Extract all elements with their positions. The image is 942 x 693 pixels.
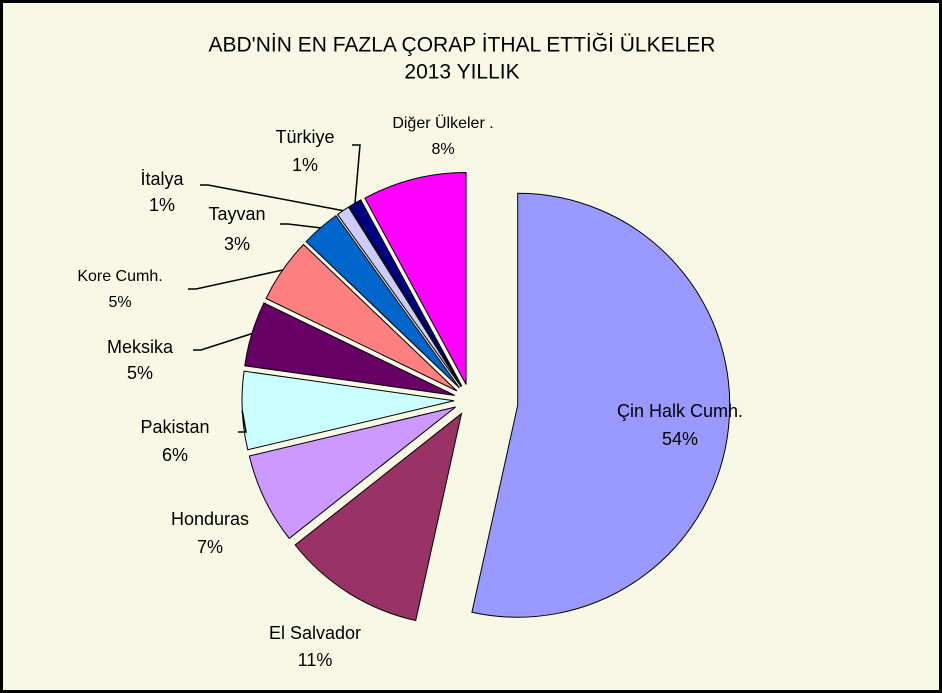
slice-value-label: 5% bbox=[127, 363, 153, 383]
chart-title: ABD'NİN EN FAZLA ÇORAP İTHAL ETTİĞİ ÜLKE… bbox=[209, 34, 716, 57]
slice-label: Diğer Ülkeler . bbox=[392, 114, 493, 132]
slice-value-label: 1% bbox=[292, 155, 318, 175]
slice-value-label: 8% bbox=[431, 141, 454, 158]
leader-line bbox=[238, 410, 247, 433]
slice-label: Türkiye bbox=[275, 127, 334, 147]
leader-line bbox=[193, 332, 253, 351]
pie-slice bbox=[294, 412, 463, 622]
pie-slice bbox=[348, 199, 463, 387]
pie-slice bbox=[471, 192, 731, 618]
slice-value-label: 11% bbox=[298, 650, 333, 670]
pie-slice bbox=[336, 206, 462, 388]
slice-value-label: 54% bbox=[662, 429, 698, 449]
slice-value-label: 1% bbox=[149, 195, 175, 215]
slice-value-label: 6% bbox=[162, 445, 188, 465]
slice-label: Honduras bbox=[171, 509, 249, 529]
pie-slice bbox=[364, 171, 467, 385]
leader-line bbox=[200, 184, 344, 212]
slice-label: Meksika bbox=[107, 337, 174, 357]
slice-value-label: 3% bbox=[224, 234, 250, 254]
slice-label: Tayvan bbox=[208, 204, 265, 224]
chart-subtitle: 2013 YILLIK bbox=[404, 61, 519, 84]
slice-label: Pakistan bbox=[140, 417, 209, 437]
pie-slice bbox=[244, 302, 455, 396]
slice-label: Çin Halk Cumh. bbox=[617, 401, 743, 421]
leader-line bbox=[188, 269, 283, 290]
leader-line bbox=[280, 223, 321, 229]
slice-value-label: 7% bbox=[197, 537, 223, 557]
pie-slice bbox=[248, 406, 456, 540]
slice-label: Kore Cumh. bbox=[77, 268, 162, 285]
slice-label: İtalya bbox=[140, 169, 184, 189]
leader-line bbox=[352, 144, 361, 204]
slice-value-label: 5% bbox=[108, 294, 131, 311]
slice-label: El Salvador bbox=[269, 623, 361, 643]
